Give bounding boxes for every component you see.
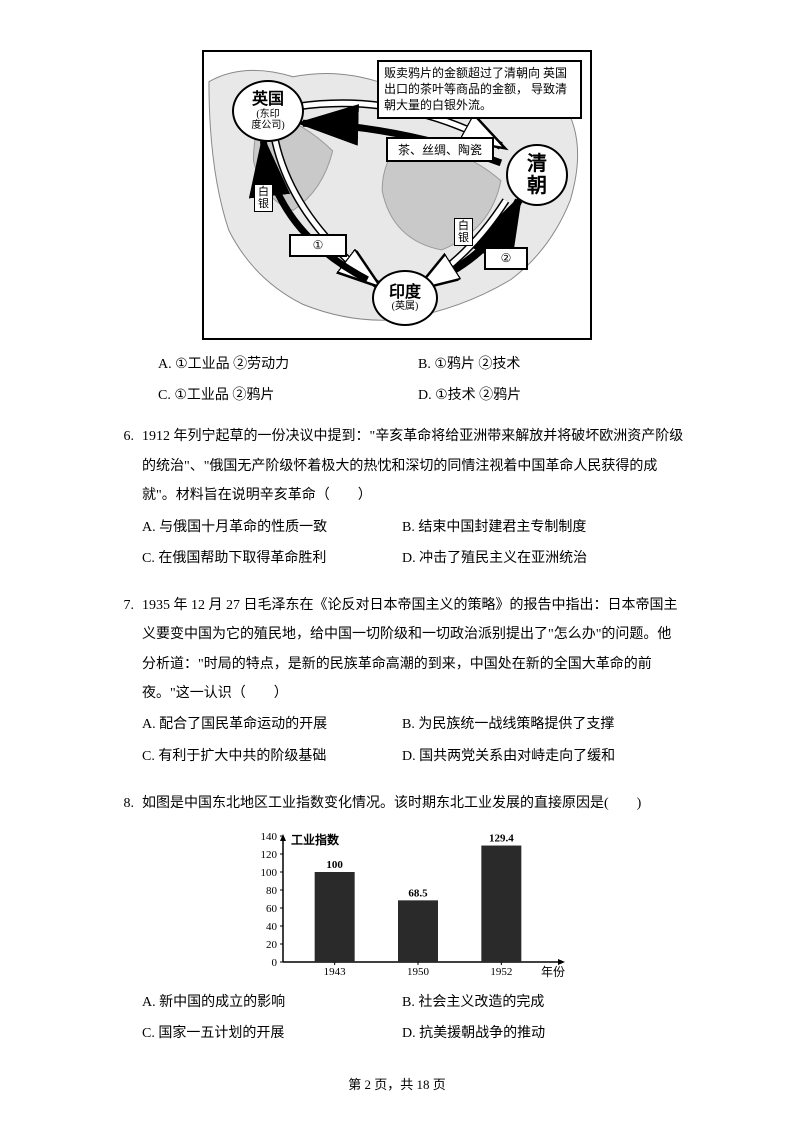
- svg-text:80: 80: [266, 885, 278, 897]
- q6-opt-a: A. 与俄国十月革命的性质一致: [142, 515, 402, 540]
- q8-opt-a: A. 新中国的成立的影响: [142, 990, 402, 1015]
- svg-text:100: 100: [326, 859, 343, 871]
- q8-number: 8.: [110, 789, 142, 1053]
- svg-text:1943: 1943: [324, 966, 347, 978]
- q5-opt-c: C. ①工业品 ②鸦片: [158, 383, 418, 408]
- question-7: 7. 1935 年 12 月 27 日毛泽东在《论反对日本帝国主义的策略》的报告…: [110, 591, 684, 775]
- goods-label: 茶、丝绸、陶瓷: [386, 137, 494, 162]
- page-footer: 第 2 页，共 18 页: [0, 1074, 794, 1093]
- svg-text:工业指数: 工业指数: [291, 832, 340, 847]
- q6-text: 1912 年列宁起草的一份决议中提到："辛亥革命将给亚洲带来解放并将破坏欧洲资产…: [142, 422, 684, 510]
- svg-text:0: 0: [272, 957, 278, 969]
- num-label-2: ②: [484, 247, 528, 270]
- num-label-1: ①: [289, 234, 347, 257]
- node-india-title: 印度: [389, 284, 421, 302]
- q6-opt-c: C. 在俄国帮助下取得革命胜利: [142, 546, 402, 571]
- q8-opt-b: B. 社会主义改造的完成: [402, 990, 662, 1015]
- svg-text:140: 140: [261, 831, 278, 843]
- q6-number: 6.: [110, 422, 142, 577]
- silver-label-2: 白 银: [454, 218, 473, 246]
- caption-box: 贩卖鸦片的金额超过了清朝向 英国出口的茶叶等商品的金额， 导致清朝大量的白银外流…: [377, 60, 582, 119]
- svg-text:年份: 年份: [541, 965, 565, 979]
- q7-number: 7.: [110, 591, 142, 775]
- svg-text:20: 20: [266, 939, 278, 951]
- q6-opt-d: D. 冲击了殖民主义在亚洲统治: [402, 546, 662, 571]
- q7-text: 1935 年 12 月 27 日毛泽东在《论反对日本帝国主义的策略》的报告中指出…: [142, 591, 684, 709]
- node-uk: 英国 (东印 度公司): [232, 80, 304, 142]
- node-uk-title: 英国: [252, 91, 284, 109]
- q5-options-row1: A. ①工业品 ②劳动力 B. ①鸦片 ②技术: [158, 352, 684, 377]
- q7-opt-b: B. 为民族统一战线策略提供了支撑: [402, 712, 662, 737]
- chart-svg: 0 20 40 60 80 100 120 140 工业指数年份 100 1943 68.5 1950 1…: [243, 824, 583, 984]
- node-qing-title: 清 朝: [527, 153, 547, 197]
- svg-text:100: 100: [261, 867, 278, 879]
- question-8: 8. 如图是中国东北地区工业指数变化情况。该时期东北工业发展的直接原因是( ) …: [110, 789, 684, 1053]
- q5-options-row2: C. ①工业品 ②鸦片 D. ①技术 ②鸦片: [158, 383, 684, 408]
- triangular-trade-map: 贩卖鸦片的金额超过了清朝向 英国出口的茶叶等商品的金额， 导致清朝大量的白银外流…: [202, 50, 592, 340]
- svg-text:129.4: 129.4: [489, 833, 514, 845]
- q5-opt-b: B. ①鸦片 ②技术: [418, 352, 678, 377]
- industrial-index-chart: 0 20 40 60 80 100 120 140 工业指数年份 100 1943 68.5 1950 1…: [243, 824, 583, 984]
- svg-text:1952: 1952: [490, 966, 512, 978]
- node-qing: 清 朝: [506, 144, 568, 206]
- q8-opt-c: C. 国家一五计划的开展: [142, 1021, 402, 1046]
- q5-opt-d: D. ①技术 ②鸦片: [418, 383, 678, 408]
- q7-opt-a: A. 配合了国民革命运动的开展: [142, 712, 402, 737]
- node-india: 印度 (英属): [372, 270, 438, 326]
- svg-text:68.5: 68.5: [408, 888, 428, 900]
- node-india-sub: (英属): [392, 301, 419, 312]
- svg-text:120: 120: [261, 849, 278, 861]
- q8-opt-d: D. 抗美援朝战争的推动: [402, 1021, 662, 1046]
- svg-text:40: 40: [266, 921, 278, 933]
- svg-text:1950: 1950: [407, 966, 430, 978]
- q7-opt-c: C. 有利于扩大中共的阶级基础: [142, 744, 402, 769]
- q6-opt-b: B. 结束中国封建君主专制制度: [402, 515, 662, 540]
- q7-opt-d: D. 国共两党关系由对峙走向了缓和: [402, 744, 662, 769]
- silver-label-1: 白 银: [254, 184, 273, 212]
- q8-text: 如图是中国东北地区工业指数变化情况。该时期东北工业发展的直接原因是( ): [142, 789, 684, 818]
- q5-opt-a: A. ①工业品 ②劳动力: [158, 352, 418, 377]
- svg-text:60: 60: [266, 903, 278, 915]
- node-uk-sub: (东印 度公司): [251, 109, 284, 131]
- question-6: 6. 1912 年列宁起草的一份决议中提到："辛亥革命将给亚洲带来解放并将破坏欧…: [110, 422, 684, 577]
